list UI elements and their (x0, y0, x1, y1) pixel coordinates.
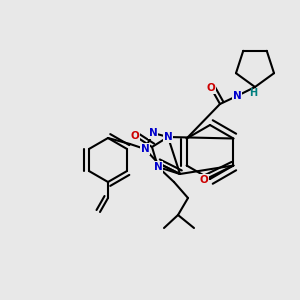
Text: N: N (148, 128, 158, 138)
Text: H: H (249, 88, 257, 98)
Text: N: N (232, 91, 242, 101)
Text: N: N (141, 144, 149, 154)
Text: O: O (200, 175, 208, 185)
Text: O: O (207, 83, 215, 93)
Text: N: N (164, 132, 172, 142)
Text: N: N (154, 162, 162, 172)
Text: O: O (130, 131, 140, 141)
